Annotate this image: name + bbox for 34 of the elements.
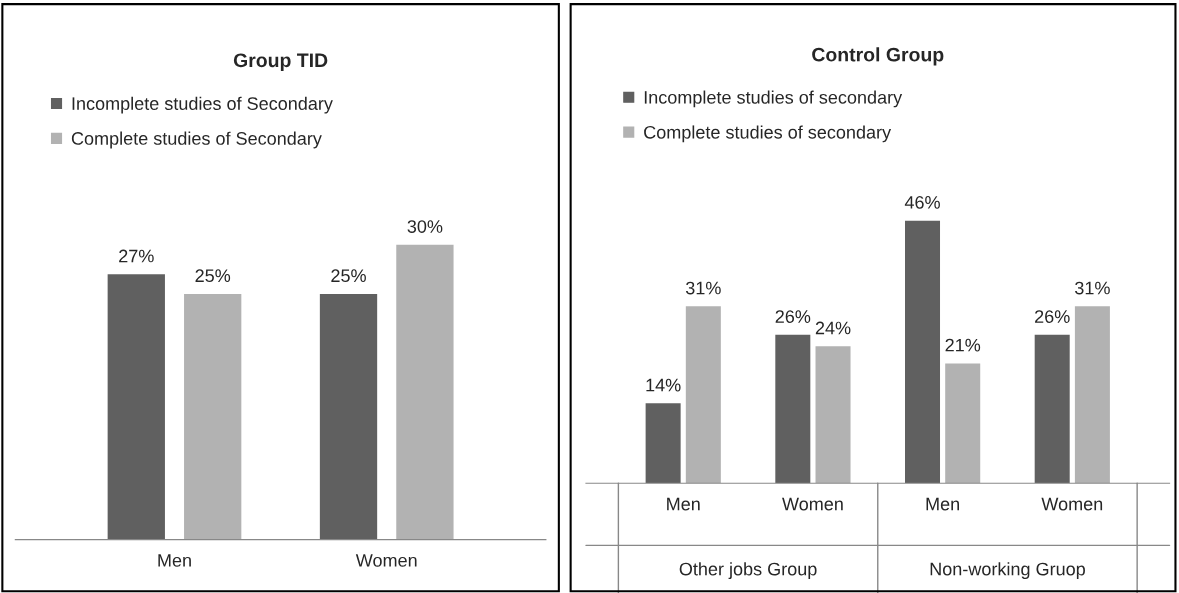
bar (1074, 306, 1110, 484)
data-label: 31% (1075, 281, 1110, 295)
data-label: 24% (815, 321, 851, 335)
chart-title: Control Group (812, 47, 944, 66)
bar (685, 306, 721, 484)
x-tick-label: Women (1041, 497, 1103, 511)
text: Non-working Gruop (930, 562, 1085, 580)
text: Other jobs Group (679, 562, 817, 580)
x-tick-label: Men (667, 497, 700, 511)
legend-label: Complete studies of Secondary (71, 131, 322, 149)
x-tick-label: Women (355, 554, 417, 567)
bar (815, 346, 851, 484)
chart-title: Group TID (233, 53, 328, 72)
data-label: 25% (195, 269, 231, 283)
data-label: 25% (331, 269, 366, 283)
legend-label: Incomplete studies of secondary (644, 90, 903, 108)
bar (945, 363, 981, 484)
data-label: 21% (945, 338, 981, 352)
bar (1034, 334, 1070, 484)
x-tick-label: Men (926, 497, 959, 511)
data-label: 30% (407, 220, 443, 233)
data-label: 31% (685, 281, 721, 295)
x-tick-label: Women (782, 497, 843, 511)
data-label: 26% (1035, 310, 1070, 323)
data-label: 46% (904, 195, 940, 209)
x-tick-label: Men (158, 554, 191, 567)
bar (905, 220, 941, 484)
data-label: 26% (775, 310, 811, 323)
legend-label: Incomplete studies of Secondary (72, 96, 333, 114)
data-label: 14% (646, 378, 681, 392)
legend-label: Complete studies of secondary (644, 125, 892, 143)
bar (645, 403, 681, 484)
bar (775, 334, 811, 484)
data-label: 27% (119, 249, 154, 263)
